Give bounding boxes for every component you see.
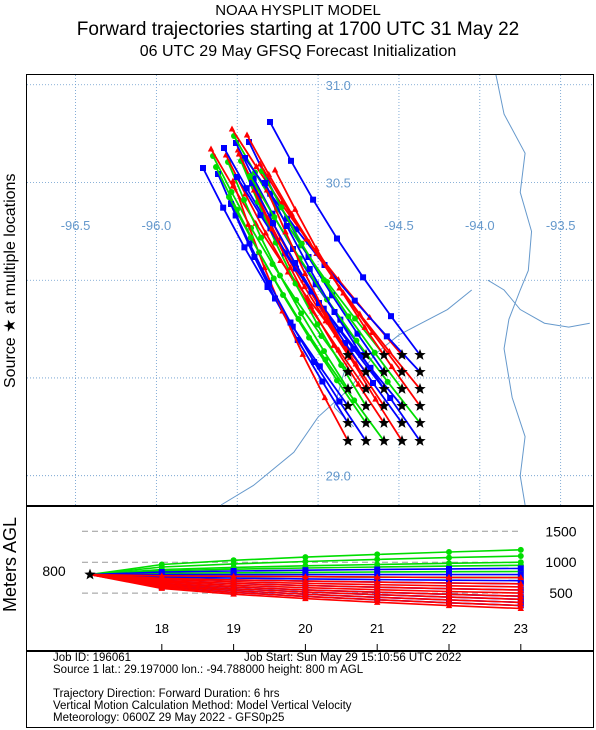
trajectory-direction: Trajectory Direction: Forward Duration: … [53, 688, 279, 700]
time-tick-label: 23 [514, 621, 528, 636]
vertical-motion: Vertical Motion Calculation Method: Mode… [53, 700, 352, 712]
time-tick-label: 20 [298, 621, 312, 636]
trajectory-marker [266, 280, 272, 286]
longitude-label: -93.5 [546, 218, 576, 233]
source-info: Source 1 lat.: 29.197000 lon.: -94.78800… [53, 664, 363, 676]
trajectory-marker [208, 146, 214, 152]
trajectory-marker [352, 298, 358, 304]
trajectory-marker [321, 277, 327, 283]
longitude-label: -96.0 [142, 218, 172, 233]
trajectory-marker [288, 320, 294, 326]
trajectory-marker [310, 197, 316, 203]
trajectory-marker [244, 132, 250, 138]
height-tick-label: 1500 [545, 523, 576, 539]
trajectory-marker [226, 194, 232, 200]
trajectory-marker [258, 235, 264, 241]
trajectory-marker [322, 357, 328, 363]
trajectory-marker [372, 350, 378, 356]
longitude-label: -96.5 [61, 218, 91, 233]
source-star [396, 435, 407, 446]
trajectory-marker [271, 275, 277, 281]
trajectory-marker [387, 395, 393, 401]
profile-marker [518, 565, 524, 571]
trajectory-marker [200, 165, 206, 171]
profile-marker [446, 566, 452, 572]
job-start: Job Start: Sun May 29 15:10:56 UTC 2022 [244, 652, 461, 664]
trajectory-marker [292, 260, 298, 266]
trajectory-marker [334, 236, 340, 242]
trajectory-marker [345, 313, 351, 319]
trajectory-marker [370, 380, 376, 386]
latitude-label: 31.0 [326, 78, 351, 93]
trajectory-marker [248, 235, 254, 241]
profile-marker [446, 555, 452, 561]
trajectory-marker [220, 205, 226, 211]
lake-outline [488, 280, 590, 327]
trajectory-marker [337, 399, 343, 405]
trajectory-line [232, 129, 402, 355]
profile-start-star [84, 569, 95, 580]
time-tick-label: 19 [226, 621, 240, 636]
trajectory-marker [284, 223, 290, 229]
trajectory-marker [299, 241, 305, 247]
trajectory-marker [360, 274, 366, 280]
trajectory-marker [258, 212, 264, 218]
trajectory-marker [351, 397, 357, 403]
trajectory-marker [332, 309, 338, 315]
trajectory-marker [241, 197, 247, 203]
time-tick-label: 18 [155, 621, 169, 636]
longitude-label: -94.0 [465, 218, 495, 233]
trajectory-marker [213, 164, 219, 170]
trajectory-marker [247, 173, 253, 179]
time-tick-label: 22 [442, 621, 456, 636]
trajectory-marker [288, 158, 294, 164]
trajectory-marker [262, 180, 268, 186]
trajectory-marker [385, 379, 391, 385]
trajectory-marker [298, 310, 304, 316]
trajectory-marker [307, 266, 313, 272]
profile-marker [518, 553, 524, 559]
trajectory-marker [245, 221, 251, 227]
source-star [342, 435, 353, 446]
meteorology: Meteorology: 0600Z 29 May 2022 - GFS0p25 [53, 712, 284, 724]
job-id: Job ID: 196061 [53, 652, 131, 664]
trajectory-marker [247, 241, 253, 247]
state-border [496, 75, 532, 505]
trajectory-marker [267, 119, 273, 125]
trajectory-marker [272, 167, 278, 173]
trajectory-marker [338, 362, 344, 368]
trajectory-marker [388, 313, 394, 319]
height-tick-label: 500 [549, 585, 573, 601]
profile-marker [446, 549, 452, 555]
longitude-label: -94.5 [384, 218, 414, 233]
trajectory-marker [311, 359, 317, 365]
trajectory-marker [277, 273, 283, 279]
trajectory-marker [234, 174, 240, 180]
trajectory-marker [270, 220, 276, 226]
height-tick-label: 1000 [545, 554, 576, 570]
latitude-label: 30.5 [326, 176, 351, 191]
trajectory-marker [221, 145, 227, 151]
trajectory-marker [296, 316, 302, 322]
trajectory-marker [271, 214, 277, 220]
time-tick-label: 21 [370, 621, 384, 636]
latitude-label: 29.0 [326, 469, 351, 484]
start-height-label: 800 [42, 563, 66, 579]
trajectory-marker [384, 333, 390, 339]
trajectory-marker [229, 126, 235, 132]
profile-marker [518, 547, 524, 553]
